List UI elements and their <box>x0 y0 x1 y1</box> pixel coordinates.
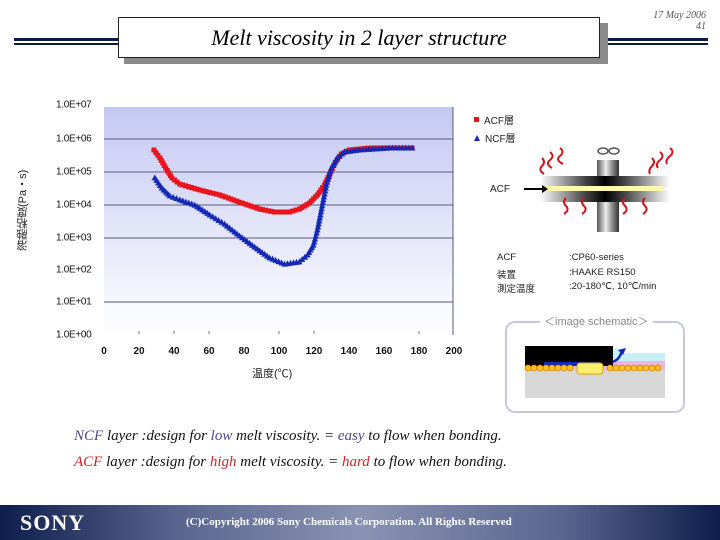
caption-text: to flow when bonding. <box>369 454 507 470</box>
acf-pointer-label: ACF <box>490 184 510 195</box>
slide-number: 41 <box>696 21 706 32</box>
heat-press-diagram <box>524 147 674 232</box>
info-row-acf: ACF :CP60-series <box>497 252 624 263</box>
info-value: :20-180℃, 10℃/min <box>569 281 657 292</box>
y-tick: 1.0E+01 <box>56 296 92 308</box>
header-line-right-top <box>606 38 708 41</box>
image-schematic-label: ＜image schematic＞ <box>540 313 653 329</box>
ncf-series <box>151 144 416 267</box>
info-row-temperature: 測定温度 :20-180℃, 10℃/min <box>497 281 656 295</box>
caption-text: melt viscosity. = <box>232 428 338 444</box>
y-tick: 1.0E+04 <box>56 199 92 211</box>
y-tick: 1.0E+05 <box>56 166 92 178</box>
caption-ncf-layer: NCF <box>74 428 104 444</box>
x-tick: 200 <box>445 346 463 357</box>
caption-easy: easy <box>337 428 365 444</box>
caption-text: layer :design for <box>103 428 211 444</box>
legend-ncf-label: NCF層 <box>485 134 516 145</box>
caption-text: melt viscosity. = <box>236 454 343 470</box>
header-line-left-top <box>14 38 118 41</box>
caption-high: high <box>209 454 237 470</box>
x-tick: 20 <box>133 346 145 357</box>
x-tick: 60 <box>203 346 215 357</box>
y-tick: 1.0E+03 <box>56 232 92 244</box>
caption-acf-layer: ACF <box>74 454 103 470</box>
x-tick: 0 <box>101 346 107 357</box>
triangle-marker-icon <box>474 134 480 141</box>
slide-date-block: 17 May 2006 41 <box>653 10 706 32</box>
copyright-text: (C)Copyright 2006 Sony Chemicals Corpora… <box>186 516 512 528</box>
legend-acf-label: ACF層 <box>484 116 514 127</box>
y-tick: 1.0E+07 <box>56 99 92 111</box>
x-tick: 120 <box>305 346 323 357</box>
info-row-device: 装置 :HAAKE RS150 <box>497 267 636 281</box>
info-key: ACF <box>497 252 516 263</box>
header-line-right-bottom <box>606 43 708 45</box>
y-tick: 1.0E+02 <box>56 264 92 276</box>
caption-hard: hard <box>342 454 370 470</box>
caption-ncf: NCF layer :design for low melt viscosity… <box>74 428 502 445</box>
x-tick: 100 <box>270 346 288 357</box>
x-tick: 40 <box>168 346 180 357</box>
slide-title: Melt viscosity in 2 layer structure <box>118 17 600 58</box>
x-axis-label: 温度(℃) <box>252 368 293 380</box>
caption-low: low <box>210 428 233 444</box>
y-tick: 1.0E+06 <box>56 133 92 145</box>
legend-ncf: NCF層 <box>474 130 516 145</box>
x-tick: 140 <box>340 346 358 357</box>
legend-acf: ACF層 <box>474 112 514 127</box>
bonding-cross-section-diagram <box>524 346 665 398</box>
footer-bar <box>0 505 720 540</box>
info-key: 装置 <box>497 270 517 281</box>
info-value: :CP60-series <box>569 252 624 263</box>
header-line-left-bottom <box>14 43 118 45</box>
caption-acf: ACF layer :design for high melt viscosit… <box>74 454 507 471</box>
x-tick: 180 <box>410 346 428 357</box>
info-value: :HAAKE RS150 <box>569 267 636 278</box>
x-tick: 80 <box>238 346 250 357</box>
square-marker-icon <box>474 117 479 122</box>
sony-logo: SONY <box>20 510 86 535</box>
y-tick: 1.0E+00 <box>56 329 92 341</box>
caption-text: to flow when bonding. <box>364 428 502 444</box>
info-key: 測定温度 <box>497 284 536 295</box>
caption-text: layer :design for <box>102 454 210 470</box>
x-tick: 160 <box>375 346 393 357</box>
slide-date: 17 May 2006 <box>653 10 706 21</box>
